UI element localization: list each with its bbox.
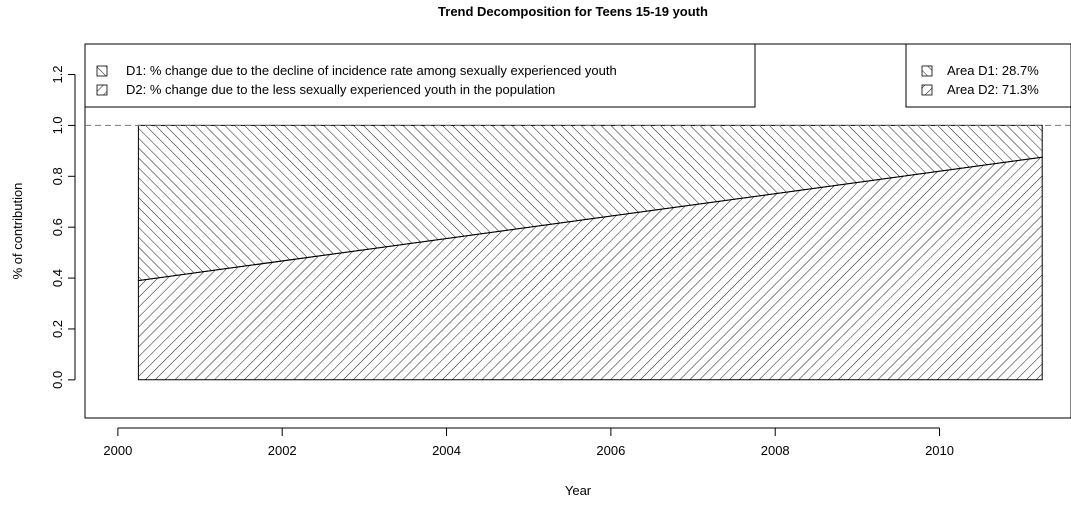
x-axis-label: Year [565,483,592,498]
y-tick-label: 0.6 [50,218,65,236]
y-axis-label: % of contribution [10,183,25,280]
y-tick-label: 1.2 [50,65,65,83]
y-tick-label: 0.2 [50,320,65,338]
area-legend-swatch-d1 [921,65,933,77]
legend: D1: % change due to the decline of incid… [84,43,756,108]
area-legend-label-d2: Area D2: 71.3% [947,82,1039,97]
area-legend: Area D1: 28.7% Area D2: 71.3% [905,43,1071,108]
legend-box [84,43,756,108]
x-tick-label: 2002 [268,443,297,458]
x-tick-label: 2006 [596,443,625,458]
x-tick-label: 2010 [925,443,954,458]
legend-swatch-d1 [96,65,108,77]
y-tick-label: 1.0 [50,116,65,134]
x-axis: 2000 2002 2004 2006 2008 2010 [103,427,954,458]
y-tick-label: 0.8 [50,167,65,185]
chart-title: Trend Decomposition for Teens 15-19 yout… [438,4,708,19]
legend-label-d1: D1: % change due to the decline of incid… [126,63,617,78]
area-legend-box [905,43,1071,108]
area-legend-swatch-d2 [921,84,933,96]
legend-label-d2: D2: % change due to the less sexually ex… [126,82,555,97]
x-tick-label: 2004 [432,443,461,458]
x-tick-label: 2008 [761,443,790,458]
y-tick-label: 0.0 [50,371,65,389]
y-tick-label: 0.4 [50,269,65,287]
y-axis: 0.0 0.2 0.4 0.6 0.8 1.0 1.2 [50,65,76,389]
legend-swatch-d2 [96,84,108,96]
area-legend-label-d1: Area D1: 28.7% [947,63,1039,78]
area-series-group [137,124,1043,381]
x-tick-label: 2000 [103,443,132,458]
